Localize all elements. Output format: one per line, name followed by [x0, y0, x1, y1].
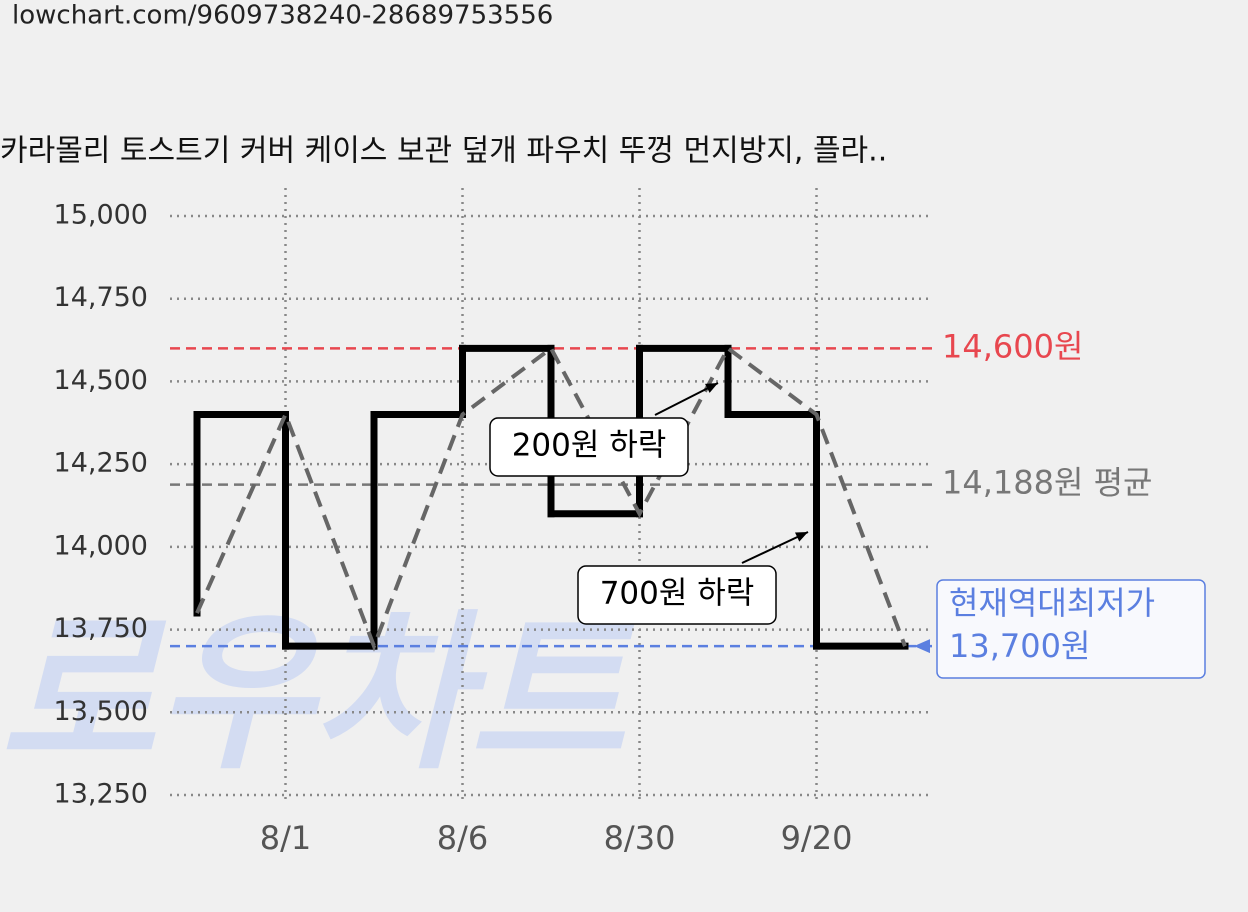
y-tick-label: 14,000	[54, 530, 148, 561]
annotation-arrowhead	[705, 383, 718, 393]
y-tick-label: 13,250	[54, 779, 148, 810]
annotation-arrowhead	[795, 532, 808, 542]
annotation: 700원 하락	[600, 576, 755, 612]
min-price-box	[936, 579, 1206, 679]
y-tick-label: 14,750	[54, 282, 148, 313]
y-tick-label: 15,000	[54, 200, 148, 231]
annotation-box	[489, 417, 689, 477]
reference-label: 14,188원 평균	[942, 464, 1152, 502]
x-tick-label: 8/30	[604, 819, 676, 857]
annotation-box	[577, 565, 777, 625]
y-tick-label: 14,500	[54, 365, 148, 396]
url: lowchart.com/9609738240-28689753556	[12, 1, 553, 31]
y-tick-label: 13,750	[54, 613, 148, 644]
reference-label: 14,600원	[942, 327, 1083, 365]
min-price-title: 현재역대최저가	[949, 584, 1155, 622]
y-tick-label: 14,250	[54, 448, 148, 479]
reference-label: 13,700원	[949, 627, 1090, 665]
annotation: 200원 하락	[512, 428, 667, 464]
x-tick-label: 8/1	[260, 819, 312, 857]
annotation-arrow	[741, 531, 809, 564]
chart-title: 카라몰리 토스트기 커버 케이스 보관 덮개 파우치 뚜껑 먼지방지, 플라..	[0, 134, 887, 169]
x-tick-label: 8/6	[437, 819, 489, 857]
x-tick-label: 9/20	[781, 819, 853, 857]
y-tick-label: 13,500	[54, 696, 148, 727]
min-price-arrow	[914, 639, 930, 654]
